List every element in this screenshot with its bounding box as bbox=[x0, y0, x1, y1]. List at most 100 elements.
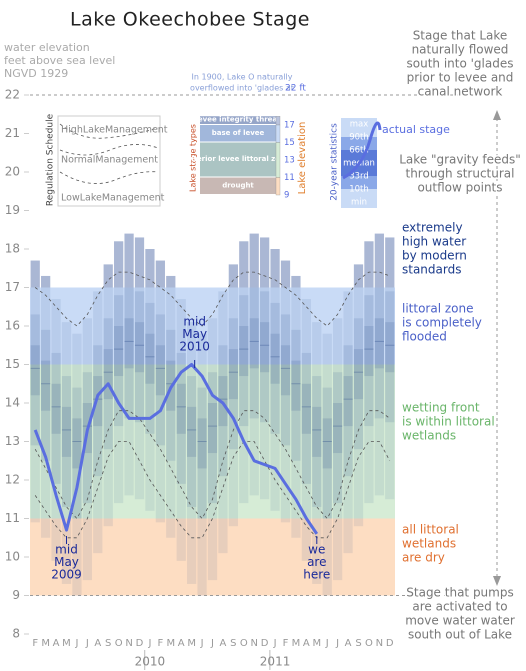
stats-legend-line bbox=[342, 121, 382, 180]
zone-tick-label: 17 bbox=[284, 121, 295, 131]
stat-bar bbox=[228, 318, 238, 450]
stat-bar bbox=[280, 345, 291, 396]
x-tick-label: M bbox=[187, 638, 196, 649]
stat-bar bbox=[228, 349, 238, 400]
x-tick-label: J bbox=[335, 638, 339, 649]
stats-legend-label: 10th bbox=[349, 185, 369, 195]
stat-bar-top-zone bbox=[155, 260, 165, 288]
stat-bar bbox=[312, 406, 322, 457]
stat-bar bbox=[239, 295, 249, 427]
reference-label: 22 ft bbox=[285, 84, 306, 94]
x-tick-label: D bbox=[386, 638, 394, 649]
stat-bar bbox=[333, 403, 343, 454]
inset-dash bbox=[59, 123, 159, 139]
stat-bar bbox=[385, 322, 395, 373]
zone-legend-axis bbox=[275, 177, 281, 196]
x-tick-label: J bbox=[74, 638, 78, 649]
stat-bar bbox=[270, 302, 280, 434]
callout-text: mid bbox=[55, 543, 78, 557]
stat-bar bbox=[93, 376, 103, 427]
inset-label: HighLakeManagement bbox=[61, 125, 168, 136]
annotation-text: move water water bbox=[405, 614, 515, 628]
stat-bar bbox=[374, 287, 384, 419]
stat-bar bbox=[134, 322, 145, 373]
x-tick-label: N bbox=[125, 638, 132, 649]
x-tick-label: A bbox=[303, 638, 310, 649]
stat-bar bbox=[72, 418, 82, 469]
stat-bar bbox=[385, 291, 395, 423]
stat-bar bbox=[343, 376, 353, 427]
stat-bar bbox=[291, 329, 301, 461]
zone-tick-label: 15 bbox=[284, 138, 295, 148]
x-tick-label: N bbox=[376, 638, 383, 649]
annotation-text: extremely bbox=[402, 221, 463, 235]
x-tick-label: A bbox=[178, 638, 185, 649]
x-tick-label: J bbox=[200, 638, 204, 649]
zone-legend-box bbox=[200, 116, 276, 124]
stat-bar bbox=[364, 326, 374, 377]
stat-bar bbox=[30, 314, 40, 446]
stat-bar bbox=[239, 241, 249, 504]
zone-legend-axis bbox=[275, 124, 281, 143]
y-axis-label: NGVD 1929 bbox=[4, 67, 68, 80]
stats-legend-label: 66th bbox=[349, 146, 369, 156]
stat-bar bbox=[197, 418, 207, 469]
regulation-line bbox=[34, 410, 391, 520]
y-tick-label: 14 bbox=[5, 396, 20, 410]
y-tick-label: 18 bbox=[5, 242, 20, 256]
annotation-text: canal network bbox=[418, 85, 503, 99]
annotation-text: high water bbox=[402, 235, 466, 249]
stat-bar bbox=[312, 322, 322, 584]
x-tick-label: F bbox=[157, 638, 163, 649]
stat-bar bbox=[260, 237, 270, 500]
stat-bar bbox=[134, 237, 145, 500]
stat-bar bbox=[145, 249, 155, 511]
annotation-text: wetting front bbox=[402, 401, 480, 415]
stat-bar bbox=[176, 383, 186, 434]
stat-bar bbox=[176, 352, 186, 484]
stat-bar bbox=[30, 260, 40, 523]
callout-text: mid bbox=[183, 315, 206, 329]
inset-title: Lake stage types bbox=[189, 124, 198, 192]
stat-bar bbox=[72, 387, 82, 519]
annotation-text: is within littoral bbox=[402, 415, 495, 429]
stat-bar bbox=[124, 318, 134, 369]
annotation-text: are activated to bbox=[412, 600, 507, 614]
annotation-text: prior to levee and bbox=[407, 71, 514, 85]
callout-text: 2010 bbox=[179, 340, 210, 354]
callout-text: May bbox=[54, 555, 79, 569]
stat-bar bbox=[260, 322, 270, 373]
stat-bar bbox=[103, 264, 113, 527]
stat-bar bbox=[270, 249, 280, 511]
x-tick-label: S bbox=[355, 638, 361, 649]
y-axis-label: water elevation bbox=[4, 41, 90, 54]
stat-bar bbox=[187, 376, 197, 507]
x-tick-label: S bbox=[230, 638, 236, 649]
zone-legend-shade bbox=[200, 177, 276, 194]
stat-bar bbox=[103, 349, 113, 400]
regulation-line bbox=[34, 441, 391, 539]
zone-legend-box bbox=[200, 177, 276, 194]
stat-bar bbox=[343, 291, 353, 554]
stat-bar bbox=[301, 352, 311, 484]
annotation-text: is completely bbox=[402, 316, 482, 330]
x-tick-label: O bbox=[240, 638, 248, 649]
stat-bar bbox=[155, 314, 165, 446]
inset-label: NormalManagement bbox=[61, 155, 158, 166]
zone-legend-axis bbox=[275, 142, 281, 178]
x-tick-label: A bbox=[220, 638, 227, 649]
stat-bar bbox=[353, 318, 364, 450]
zone-tick-label: 9 bbox=[284, 191, 289, 201]
annotation-text: littoral zone bbox=[402, 302, 473, 316]
stat-bar bbox=[333, 372, 343, 504]
stat-bar bbox=[72, 333, 82, 596]
y-tick-label: 17 bbox=[5, 280, 20, 294]
stat-bar bbox=[51, 352, 61, 484]
stat-bar bbox=[61, 376, 72, 507]
stat-bar-top-zone bbox=[280, 260, 291, 288]
stat-bar bbox=[155, 260, 165, 523]
stat-bar bbox=[166, 329, 176, 461]
annotation-text: flooded bbox=[402, 330, 447, 344]
reference-note: overflowed into 'glades at bbox=[190, 84, 294, 93]
stat-bar bbox=[374, 318, 384, 369]
